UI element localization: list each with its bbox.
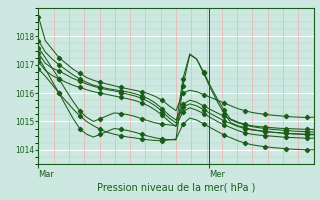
X-axis label: Pression niveau de la mer( hPa ): Pression niveau de la mer( hPa ) [97, 183, 255, 193]
